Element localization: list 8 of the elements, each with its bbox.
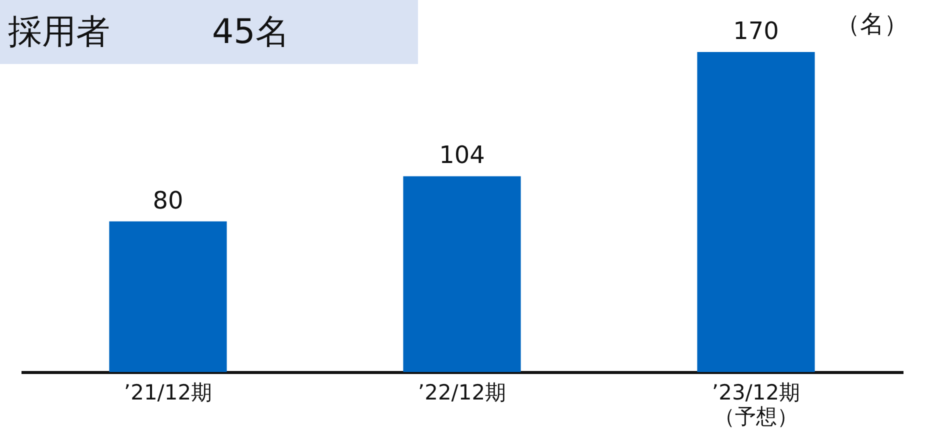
x-tick-label: ’23/12期（予想） xyxy=(712,380,800,428)
x-tick-label: ’21/12期 xyxy=(124,380,212,404)
label-box: 採用者 45名 xyxy=(0,0,418,64)
x-tick-label: ’22/12期 xyxy=(418,380,506,404)
data-label: 104 xyxy=(439,141,485,170)
data-label: 80 xyxy=(152,186,184,214)
y-axis-title: （名） xyxy=(836,9,908,40)
data-label: 170 xyxy=(733,17,779,45)
